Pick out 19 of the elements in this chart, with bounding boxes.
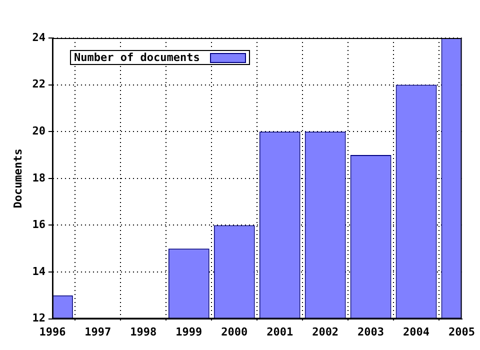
x-tick-label: 2001 <box>266 325 294 338</box>
x-tick-label: 1997 <box>84 325 112 338</box>
x-tick-label: 2000 <box>221 325 248 338</box>
y-axis-title: Documents <box>11 148 24 208</box>
y-tick-label: 12 <box>32 312 46 325</box>
y-tick-label: 24 <box>32 30 46 44</box>
x-tick-label: 1999 <box>176 325 202 338</box>
x-tick-label: 1996 <box>39 325 66 338</box>
y-tick-label: 20 <box>32 124 46 138</box>
x-tick-label: 2003 <box>358 325 384 338</box>
y-tick-label: 16 <box>32 218 46 232</box>
legend-label: Number of documents <box>74 51 200 64</box>
y-tick-label: 22 <box>32 78 46 91</box>
y-tick-label: 14 <box>32 264 46 278</box>
x-tick-label: 1998 <box>130 325 157 338</box>
y-tick-label: 18 <box>32 171 46 184</box>
x-tick-label: 2004 <box>403 325 430 338</box>
x-tick-label: 2002 <box>312 325 339 338</box>
x-tick-label: 2005 <box>448 325 476 338</box>
